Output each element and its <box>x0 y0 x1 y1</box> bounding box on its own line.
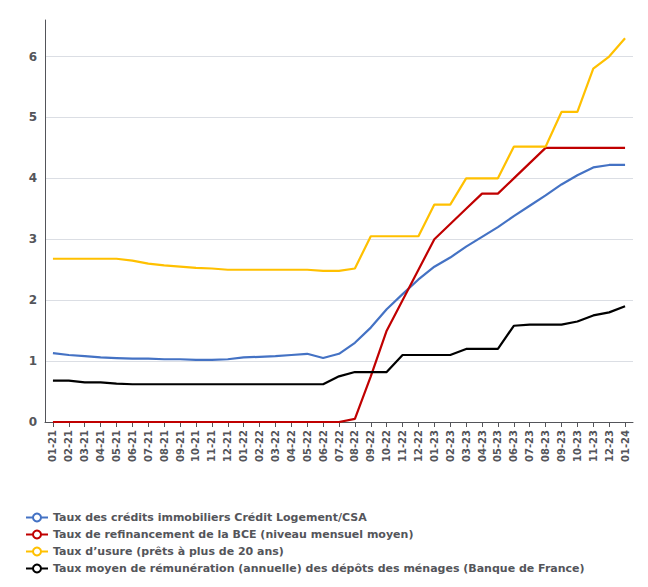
svg-text:3: 3 <box>29 232 37 246</box>
svg-text:06-21: 06-21 <box>127 430 138 462</box>
svg-text:Taux des crédits immobiliers C: Taux des crédits immobiliers Crédit Loge… <box>53 511 367 524</box>
svg-text:02-21: 02-21 <box>63 430 74 462</box>
svg-text:02-22: 02-22 <box>254 430 265 462</box>
svg-text:11-22: 11-22 <box>397 430 408 462</box>
svg-text:06-22: 06-22 <box>318 430 329 462</box>
svg-text:2: 2 <box>29 293 37 307</box>
svg-text:08-21: 08-21 <box>159 430 170 462</box>
svg-text:09-22: 09-22 <box>365 430 376 462</box>
svg-text:07-21: 07-21 <box>143 430 154 462</box>
svg-text:04-23: 04-23 <box>477 430 488 462</box>
svg-text:09-23: 09-23 <box>556 430 567 462</box>
svg-text:08-22: 08-22 <box>349 430 360 462</box>
svg-text:04-22: 04-22 <box>286 430 297 462</box>
svg-text:04-21: 04-21 <box>95 430 106 462</box>
svg-text:01-24: 01-24 <box>620 430 631 462</box>
svg-text:01-21: 01-21 <box>47 430 58 462</box>
svg-text:05-21: 05-21 <box>111 430 122 462</box>
svg-text:Taux d’usure (prêts à plus de: Taux d’usure (prêts à plus de 20 ans) <box>53 545 284 558</box>
svg-text:07-22: 07-22 <box>334 430 345 462</box>
svg-text:07-23: 07-23 <box>524 430 535 462</box>
svg-text:10-22: 10-22 <box>381 430 392 462</box>
svg-text:03-22: 03-22 <box>270 430 281 462</box>
svg-text:0: 0 <box>29 415 37 429</box>
svg-text:03-23: 03-23 <box>461 430 472 462</box>
svg-text:4: 4 <box>29 171 37 185</box>
svg-text:06-23: 06-23 <box>508 430 519 462</box>
svg-text:09-21: 09-21 <box>175 430 186 462</box>
svg-text:1: 1 <box>29 354 37 368</box>
svg-text:02-23: 02-23 <box>445 430 456 462</box>
svg-text:08-23: 08-23 <box>540 430 551 462</box>
svg-text:01-23: 01-23 <box>429 430 440 462</box>
svg-text:12-23: 12-23 <box>604 430 615 462</box>
svg-text:01-22: 01-22 <box>238 430 249 462</box>
svg-text:6: 6 <box>29 50 37 64</box>
svg-text:12-21: 12-21 <box>222 430 233 462</box>
svg-text:11-23: 11-23 <box>588 430 599 462</box>
svg-text:05-23: 05-23 <box>492 430 503 462</box>
svg-text:10-21: 10-21 <box>190 430 201 462</box>
svg-text:Taux moyen de rémunération (an: Taux moyen de rémunération (annuelle) de… <box>53 562 585 575</box>
svg-text:12-22: 12-22 <box>413 430 424 462</box>
svg-text:11-21: 11-21 <box>206 430 217 462</box>
svg-text:5: 5 <box>29 110 37 124</box>
svg-text:Taux de refinancement de la BC: Taux de refinancement de la BCE (niveau … <box>53 528 413 541</box>
svg-text:10-23: 10-23 <box>572 430 583 462</box>
svg-text:03-21: 03-21 <box>79 430 90 462</box>
svg-text:05-22: 05-22 <box>302 430 313 462</box>
